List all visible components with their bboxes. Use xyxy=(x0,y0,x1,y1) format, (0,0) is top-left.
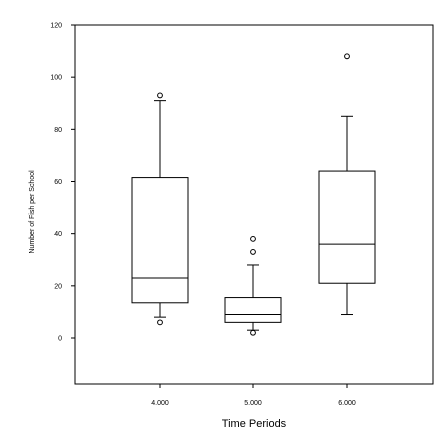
box-plot-5.000 xyxy=(224,235,282,336)
y-tick-label: 0 xyxy=(58,336,62,343)
y-tick-label: 20 xyxy=(54,283,62,290)
y-tick-label: 100 xyxy=(50,75,62,82)
box-plots xyxy=(131,53,376,336)
outlier-point xyxy=(250,329,256,336)
x-tick-label: 4.000 xyxy=(151,400,169,407)
iqr-box xyxy=(224,297,282,323)
x-tick-label: 6.000 xyxy=(338,400,356,407)
outlier-point xyxy=(157,319,163,326)
plot-frame xyxy=(74,24,434,385)
outlier-point xyxy=(344,53,350,60)
y-tick-label: 60 xyxy=(54,179,62,186)
x-axis: 4.000 5.000 6.000 xyxy=(151,384,356,407)
y-axis-title: Number of Fish per School xyxy=(29,170,36,254)
outlier-point xyxy=(250,235,256,242)
y-axis: 0 20 40 60 80 100 120 xyxy=(50,23,75,343)
box-plot-4.000 xyxy=(131,92,189,326)
box-plot-6.000 xyxy=(318,53,376,316)
iqr-box xyxy=(318,170,376,284)
outlier-point xyxy=(157,92,163,99)
y-tick-label: 120 xyxy=(50,23,62,30)
y-tick-label: 80 xyxy=(54,127,62,134)
x-axis-title: Time Periods xyxy=(222,418,287,430)
iqr-box xyxy=(131,177,189,304)
y-tick-label: 40 xyxy=(54,231,62,238)
x-tick-label: 5.000 xyxy=(244,400,262,407)
outlier-point xyxy=(250,249,256,255)
